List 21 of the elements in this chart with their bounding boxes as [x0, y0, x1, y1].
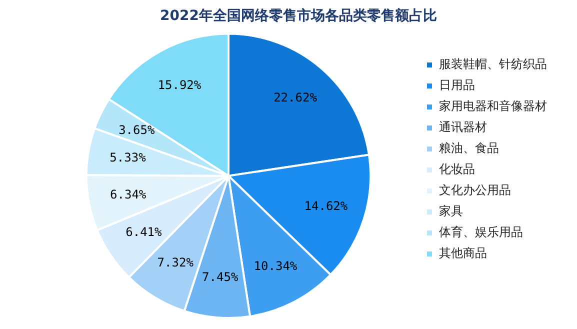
legend-label: 粮油、食品 [439, 141, 499, 156]
data-label: 22.62% [274, 90, 318, 104]
data-label: 6.41% [126, 225, 163, 240]
data-label: 7.45% [202, 270, 239, 284]
data-label: 15.92% [158, 78, 202, 92]
legend-label: 体育、娱乐用品 [439, 225, 523, 240]
legend-label: 家具 [439, 204, 463, 218]
chart-title: 2022年全国网络零售市场各品类零售额占比 [160, 7, 437, 24]
data-label: 14.62% [304, 199, 348, 214]
data-label: 7.32% [157, 255, 194, 270]
legend-label: 日用品 [439, 78, 475, 92]
data-label: 3.65% [118, 122, 156, 137]
data-label: 5.33% [110, 150, 147, 164]
legend-label: 通讯器材 [439, 120, 487, 134]
legend-label: 家用电器和音像器材 [439, 99, 547, 114]
legend-label: 其他商品 [439, 246, 487, 260]
legend-label: 化妆品 [439, 162, 475, 176]
legend-label: 服装鞋帽、针纺织品 [439, 57, 547, 72]
data-label: 6.34% [110, 188, 147, 202]
legend-label: 文化办公用品 [439, 183, 511, 198]
data-label: 10.34% [254, 258, 298, 273]
